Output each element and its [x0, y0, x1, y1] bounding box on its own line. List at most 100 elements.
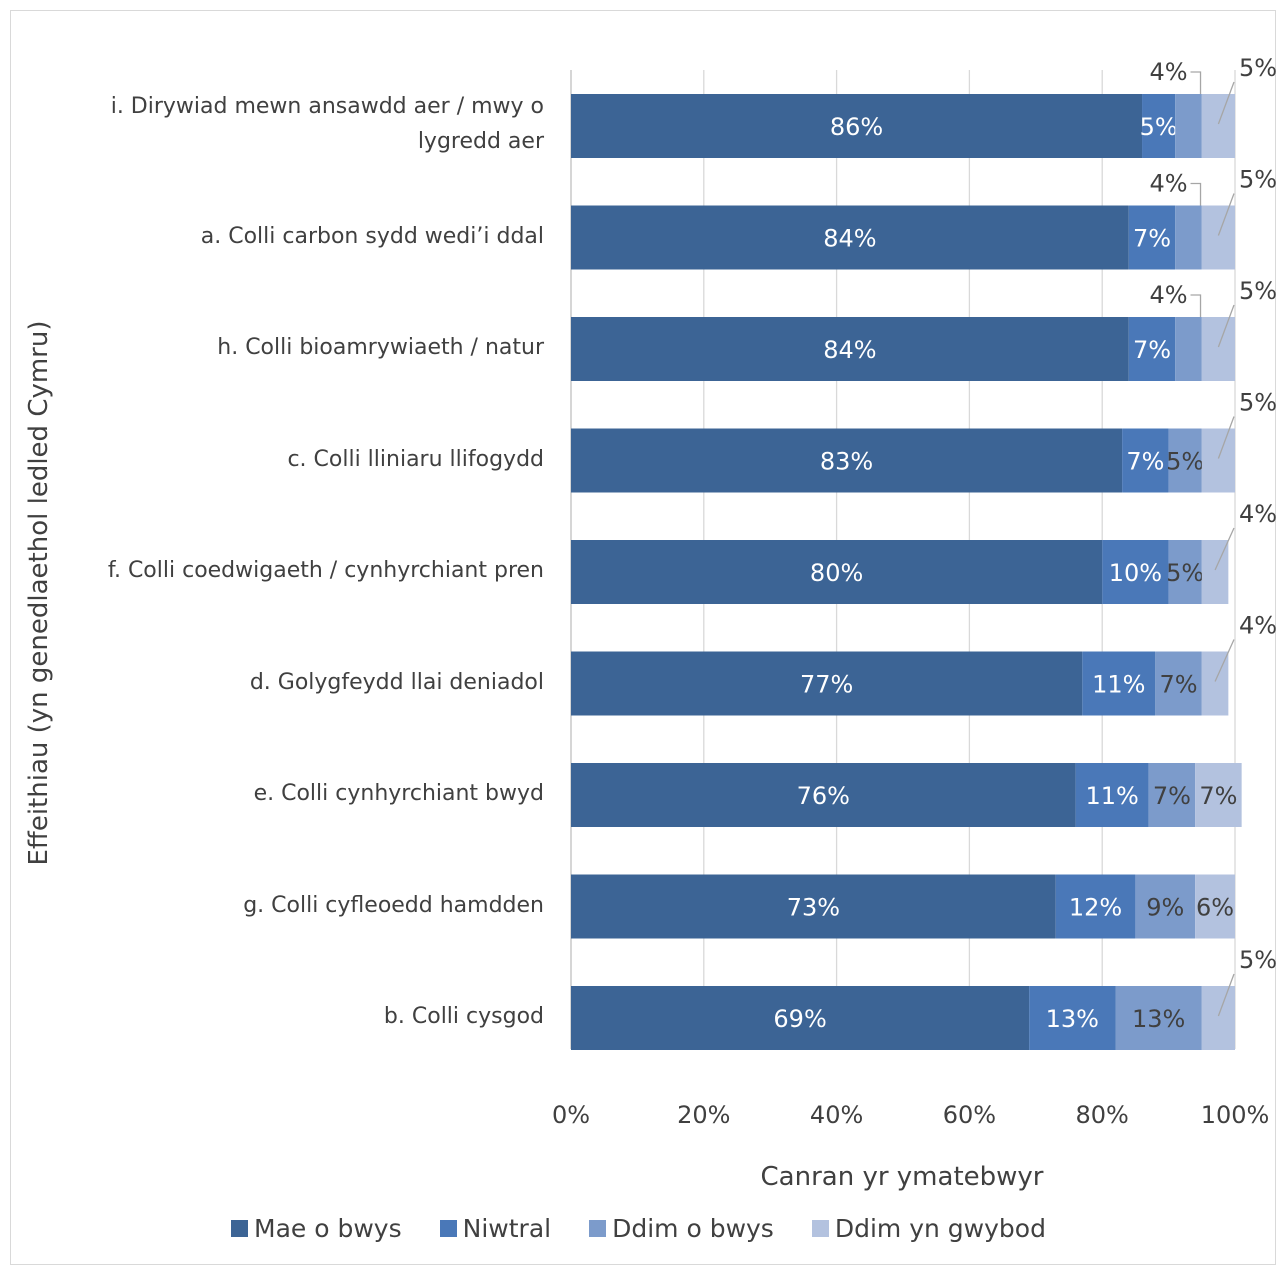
- bar-segment: [1175, 94, 1202, 158]
- category-label: i. Dirywiad mewn ansawdd aer / mwy o lyg…: [110, 94, 544, 154]
- data-label: 7%: [1199, 782, 1237, 810]
- leader-line: [1214, 527, 1235, 571]
- data-label: 4%: [1239, 612, 1277, 640]
- legend-label: Mae o bwys: [254, 1214, 402, 1243]
- bar-segment: [1201, 317, 1235, 381]
- legend-label: Ddim o bwys: [612, 1214, 774, 1243]
- legend-swatch: [811, 1220, 829, 1237]
- bar-segment: [1082, 651, 1156, 716]
- x-tick-label: 100%: [1201, 1101, 1270, 1129]
- data-label: 5%: [1166, 448, 1204, 476]
- bar-segment: [1201, 428, 1235, 493]
- legend-item: Ddim o bwys: [589, 1214, 774, 1243]
- bar-segment: [571, 428, 1123, 493]
- bar-segment: [1155, 651, 1202, 716]
- data-label: 7%: [1133, 225, 1171, 253]
- bar-segment: [1175, 205, 1202, 270]
- data-label: 5%: [1239, 277, 1277, 305]
- bar-segment: [1115, 986, 1202, 1050]
- x-tick-label: 0%: [552, 1101, 590, 1129]
- bar-segment: [1075, 763, 1149, 827]
- bar-segment: [571, 205, 1129, 270]
- data-label: 4%: [1149, 58, 1187, 86]
- category-label: f. Colli coedwigaeth / cynhyrchiant pren: [107, 558, 544, 583]
- category-label: a. Colli carbon sydd wedi’i ddal: [200, 224, 544, 249]
- leader-line: [1190, 294, 1202, 317]
- bar-segment: [571, 540, 1103, 604]
- category-label: c. Colli lliniaru llifogydd: [287, 447, 544, 472]
- bar-segment: [1128, 205, 1176, 270]
- x-tick-label: 20%: [677, 1101, 730, 1129]
- data-label: 12%: [1069, 894, 1122, 922]
- legend-item: Ddim yn gwybod: [811, 1214, 1046, 1243]
- legend-swatch: [231, 1220, 249, 1237]
- data-label: 80%: [810, 559, 863, 587]
- legend-swatch: [589, 1220, 607, 1237]
- data-label: 7%: [1133, 336, 1171, 364]
- data-label: 4%: [1149, 281, 1187, 309]
- data-label: 13%: [1046, 1005, 1099, 1033]
- x-axis-title: Canran yr ymatebwyr: [760, 1162, 1044, 1192]
- data-label: 5%: [1140, 113, 1178, 141]
- leader-line: [1217, 81, 1235, 125]
- data-label: 5%: [1239, 946, 1277, 974]
- data-label: 5%: [1166, 559, 1204, 587]
- bar-segment: [1128, 317, 1176, 381]
- data-label: 86%: [830, 113, 883, 141]
- x-tick-label: 60%: [943, 1101, 996, 1129]
- bar-segment: [1055, 874, 1136, 939]
- data-label: 9%: [1146, 894, 1184, 922]
- legend-swatch: [439, 1220, 457, 1237]
- data-label: 10%: [1109, 559, 1162, 587]
- data-label: 7%: [1126, 448, 1164, 476]
- data-label: 7%: [1153, 782, 1191, 810]
- bar-segment: [1148, 763, 1196, 827]
- data-label: 73%: [787, 894, 840, 922]
- leader-line: [1214, 639, 1235, 682]
- category-label: g. Colli cyfleoedd hamdden: [243, 893, 544, 918]
- leader-line: [1190, 182, 1202, 206]
- data-label: 6%: [1196, 894, 1234, 922]
- data-label: 76%: [797, 782, 850, 810]
- bar-segment: [1168, 540, 1202, 604]
- data-label: 77%: [800, 671, 853, 699]
- x-tick-label: 80%: [1076, 1101, 1129, 1129]
- bar-segment: [1102, 540, 1169, 604]
- leader-line: [1217, 304, 1235, 348]
- bar-segment: [1175, 317, 1202, 381]
- legend-item: Niwtral: [439, 1214, 551, 1243]
- bar-segment: [571, 874, 1056, 939]
- leader-line: [1217, 193, 1235, 236]
- data-label: 83%: [820, 448, 873, 476]
- legend-item: Mae o bwys: [231, 1214, 402, 1243]
- leader-line: [1217, 416, 1235, 459]
- category-label: b. Colli cysgod: [383, 1004, 544, 1029]
- bar-segment: [571, 651, 1083, 716]
- category-label: e. Colli cynhyrchiant bwyd: [253, 781, 544, 806]
- data-label: 84%: [823, 225, 876, 253]
- data-label: 11%: [1085, 782, 1138, 810]
- data-label: 5%: [1239, 54, 1277, 82]
- data-label: 5%: [1239, 166, 1277, 194]
- data-label: 69%: [773, 1005, 826, 1033]
- bar-segment: [1142, 94, 1176, 158]
- bar-segment: [571, 94, 1143, 158]
- leader-line: [1190, 71, 1202, 94]
- bar-segment: [1135, 874, 1196, 939]
- x-tick-label: 40%: [810, 1101, 863, 1129]
- data-label: 13%: [1132, 1005, 1185, 1033]
- bar-segment: [571, 763, 1076, 827]
- data-label: 7%: [1160, 671, 1198, 699]
- chart-frame: [10, 10, 1276, 1265]
- legend-label: Ddim yn gwybod: [834, 1214, 1046, 1243]
- data-label: 84%: [823, 336, 876, 364]
- leader-line: [1217, 973, 1235, 1017]
- bar-segment: [571, 986, 1030, 1050]
- bar-segment: [1201, 205, 1235, 270]
- category-label: h. Colli bioamrywiaeth / natur: [217, 335, 544, 360]
- bar-segment: [571, 317, 1129, 381]
- data-label: 4%: [1239, 500, 1277, 528]
- category-label: d. Golygfeydd llai deniadol: [249, 670, 544, 695]
- bar-segment: [1201, 986, 1235, 1050]
- bar-segment: [1122, 428, 1169, 493]
